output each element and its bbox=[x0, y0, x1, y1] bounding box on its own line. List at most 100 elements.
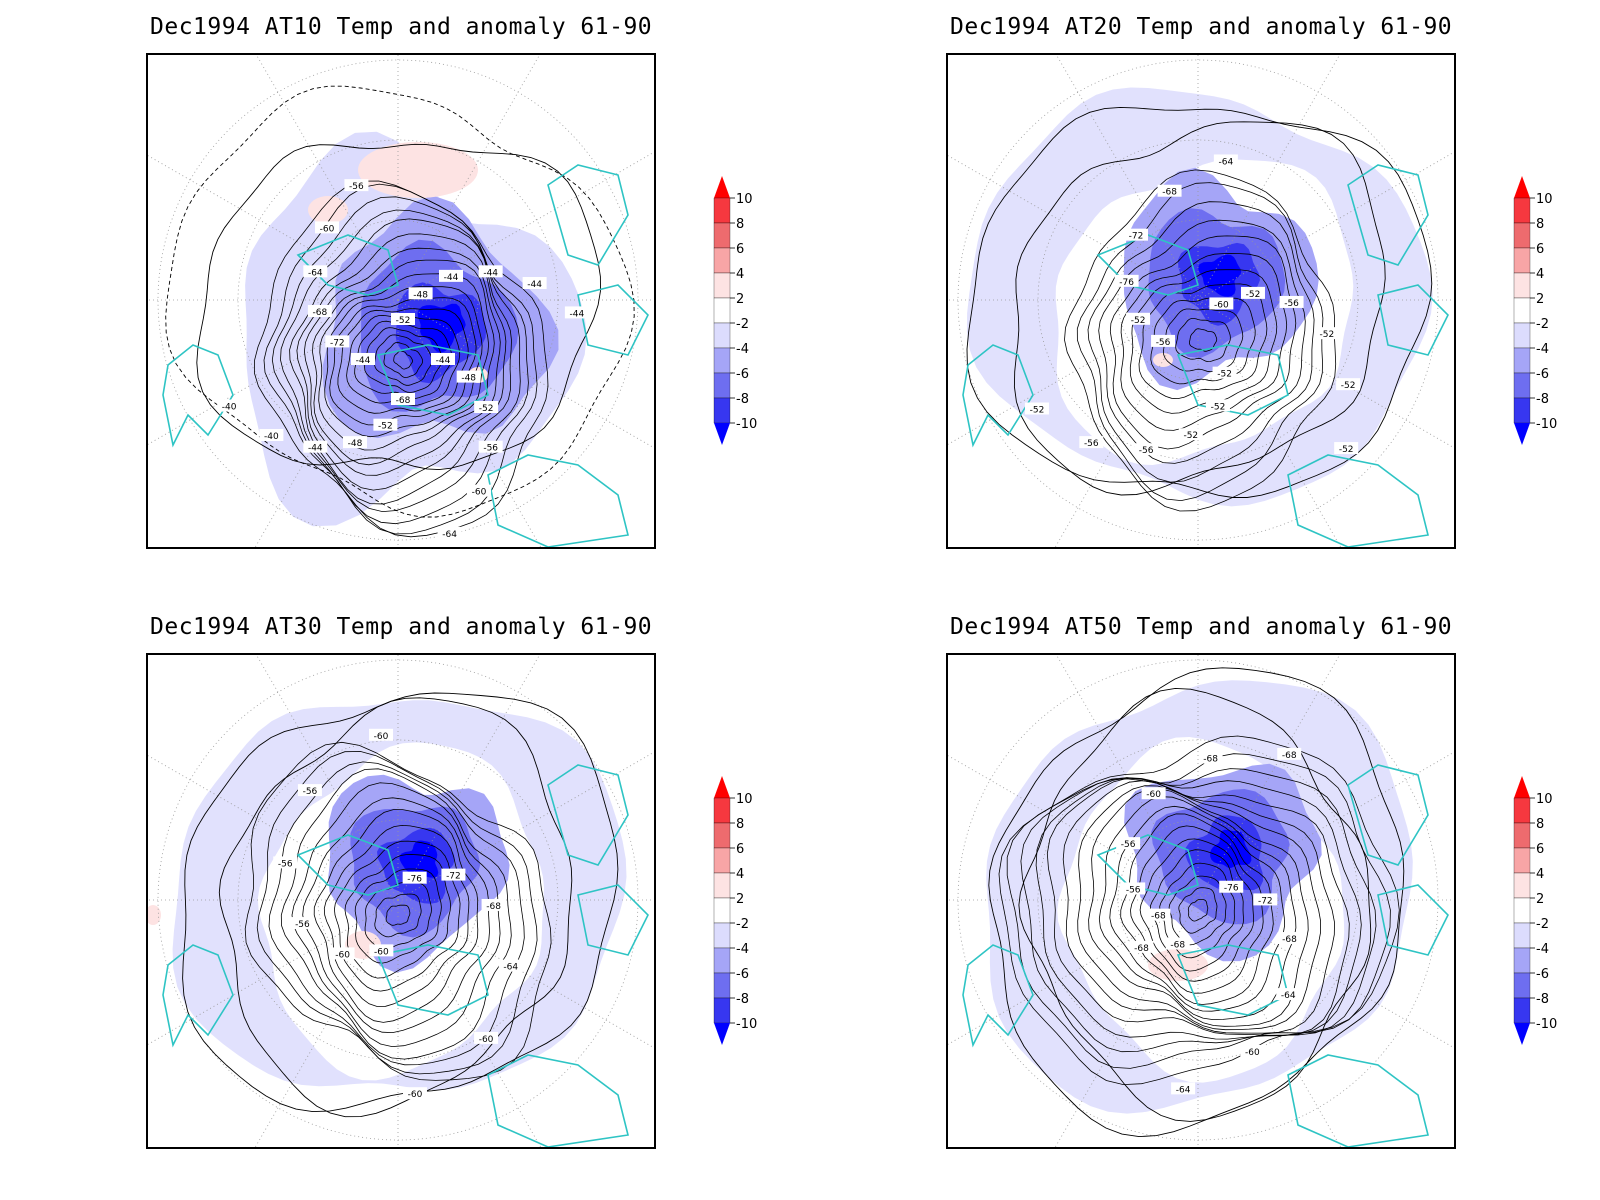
svg-text:-60: -60 bbox=[408, 1090, 423, 1100]
colorbar-segment bbox=[713, 322, 731, 349]
contour-label: -44 bbox=[439, 269, 463, 283]
coastline bbox=[1287, 454, 1429, 547]
contour-label: -44 bbox=[478, 265, 503, 278]
colorbar-segment bbox=[1513, 272, 1531, 299]
anomaly-colorbar: 10 8 6 4 2 -2 -4 -6 -8 -10 bbox=[713, 176, 757, 445]
anomaly-fill bbox=[148, 905, 161, 925]
meridian-line bbox=[1197, 655, 1340, 901]
colorbar-segment bbox=[1513, 797, 1531, 824]
coastline bbox=[296, 834, 399, 896]
coastline bbox=[962, 944, 1034, 1048]
colorbar-segment bbox=[713, 297, 731, 324]
svg-text:-64: -64 bbox=[1281, 991, 1296, 1001]
svg-text:-60: -60 bbox=[320, 224, 335, 234]
colorbar-segment bbox=[1513, 297, 1531, 324]
svg-text:-44: -44 bbox=[444, 273, 459, 283]
svg-text:-56: -56 bbox=[349, 182, 364, 192]
svg-text:-52: -52 bbox=[1339, 445, 1354, 455]
svg-text:-64: -64 bbox=[442, 530, 457, 540]
svg-text:-60: -60 bbox=[1245, 1048, 1260, 1058]
contour-label: -48 bbox=[408, 287, 433, 300]
meridian-line bbox=[397, 655, 540, 901]
colorbar-segment bbox=[713, 372, 731, 399]
meridian-line bbox=[1056, 655, 1199, 901]
svg-text:-56: -56 bbox=[1284, 299, 1299, 309]
temperature-contour bbox=[268, 761, 525, 1066]
temperature-contour bbox=[165, 85, 635, 518]
temperature-contour bbox=[280, 209, 521, 513]
temperature-contour bbox=[344, 854, 452, 979]
colorbar-segment bbox=[713, 897, 731, 924]
colorbar-label: 6 bbox=[1536, 242, 1544, 257]
svg-text:-64: -64 bbox=[1219, 157, 1234, 167]
temperature-contour bbox=[333, 840, 461, 992]
contour-label: -56 bbox=[290, 917, 315, 930]
colorbar-label: -6 bbox=[736, 967, 749, 982]
contour-label: -52 bbox=[1334, 442, 1359, 455]
temperature-contour bbox=[254, 180, 549, 538]
colorbar-segment bbox=[713, 397, 731, 424]
colorbar-arrow-top bbox=[1514, 176, 1530, 198]
contour-label: -76 bbox=[402, 871, 427, 885]
coastline bbox=[1377, 884, 1449, 956]
contour-label: -52 bbox=[1240, 286, 1265, 300]
temperature-contour bbox=[1129, 269, 1278, 414]
meridian-line bbox=[1197, 55, 1340, 301]
svg-text:-56: -56 bbox=[1126, 885, 1141, 895]
colorbar-label: 8 bbox=[1536, 817, 1544, 832]
colorbar-label: 10 bbox=[736, 792, 753, 807]
contour-label: -68 bbox=[1277, 747, 1302, 761]
contour-label: -56 bbox=[478, 440, 503, 454]
temperature-contour bbox=[988, 667, 1405, 1138]
coastline bbox=[1347, 764, 1429, 866]
colorbar-label: 2 bbox=[1536, 892, 1544, 907]
colorbar-label: -10 bbox=[736, 417, 757, 432]
colorbar-label: -2 bbox=[1536, 917, 1549, 932]
svg-text:-68: -68 bbox=[396, 396, 411, 406]
colorbar-segment bbox=[1513, 322, 1531, 349]
panel-title: Dec1994 AT30 Temp and anomaly 61-90 bbox=[150, 614, 653, 640]
anomaly-colorbar: 10 8 6 4 2 -2 -4 -6 -8 -10 bbox=[1513, 176, 1557, 445]
temperature-contour bbox=[385, 904, 411, 926]
contour-label: -68 bbox=[1165, 937, 1190, 950]
contour-label: -44 bbox=[351, 353, 375, 366]
svg-text:-64: -64 bbox=[503, 963, 518, 973]
temperature-contour bbox=[196, 143, 601, 471]
colorbar-label: 2 bbox=[736, 892, 744, 907]
temperature-contour bbox=[1077, 785, 1321, 1031]
colorbar-label: 8 bbox=[736, 217, 744, 232]
contour-label: -44 bbox=[522, 277, 547, 290]
colorbar-arrow-top bbox=[1514, 776, 1530, 798]
temperature-contour bbox=[289, 218, 512, 505]
svg-text:-52: -52 bbox=[1320, 330, 1335, 340]
colorbar-label: -2 bbox=[736, 317, 749, 332]
svg-text:-60: -60 bbox=[479, 1035, 494, 1045]
panel-title: Dec1994 AT20 Temp and anomaly 61-90 bbox=[950, 14, 1453, 40]
temperature-contour bbox=[303, 247, 501, 476]
temperature-contour bbox=[1175, 318, 1231, 363]
contour-label: -52 bbox=[1024, 402, 1049, 415]
temperature-contour bbox=[312, 259, 495, 466]
svg-text:-56: -56 bbox=[483, 444, 498, 454]
colorbar-label: -8 bbox=[736, 392, 749, 407]
temperature-contour bbox=[1120, 253, 1288, 431]
anomaly-fill bbox=[1153, 353, 1173, 367]
panel-at20: Dec1994 AT20 Temp and anomaly 61-90 -52 -… bbox=[800, 0, 1600, 600]
contour-label: -40 bbox=[217, 399, 242, 413]
svg-text:-68: -68 bbox=[313, 308, 328, 318]
colorbar-label: -6 bbox=[736, 367, 749, 382]
temperature-contour bbox=[1139, 838, 1255, 982]
svg-text:-68: -68 bbox=[1151, 912, 1166, 922]
colorbar-label: 10 bbox=[736, 192, 753, 207]
colorbar-label: 4 bbox=[736, 867, 744, 882]
temperature-contour bbox=[324, 286, 483, 438]
colorbar-label: -10 bbox=[1536, 1017, 1557, 1032]
temperature-contour bbox=[1013, 121, 1386, 496]
colorbar-label: -10 bbox=[736, 1017, 757, 1032]
colorbar-arrow-bottom bbox=[714, 1023, 730, 1045]
svg-text:-68: -68 bbox=[486, 902, 501, 912]
contour-label: -60 bbox=[402, 1087, 427, 1100]
contour-label: -64 bbox=[1276, 988, 1301, 1001]
svg-text:-56: -56 bbox=[1121, 840, 1136, 850]
anomaly-fill bbox=[358, 142, 478, 198]
